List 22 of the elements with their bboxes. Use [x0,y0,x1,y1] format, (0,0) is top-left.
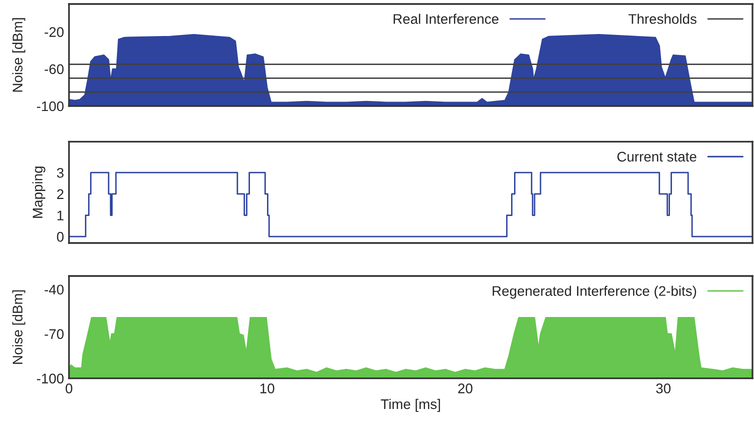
x-axis-title: Time [ms] [380,398,440,412]
y-tick-label: 3 [56,168,64,178]
legend-label: Real Interference [394,14,498,24]
y-axis-title: Noise [dBm] [12,18,26,92]
legend-label: Thresholds [628,14,696,24]
x-tick-label: 0 [66,384,72,394]
y-axis-title: Mapping [32,166,46,218]
y-tick-label: -60 [44,64,64,74]
legend-label: Regenerated Interference (2-bits) [492,286,696,299]
x-tick-label: 10 [260,384,274,394]
y-tick-label: -100 [36,374,64,384]
y-axis-title: Noise [dBm] [12,290,26,364]
legend-label: Current state [617,152,696,162]
y-tick-label: -20 [44,27,64,37]
y-tick-label: -40 [44,284,64,295]
y-tick-label: 0 [56,232,64,242]
x-tick-label: 20 [458,384,472,394]
y-tick-label: -100 [36,101,64,112]
y-tick-label: -70 [44,329,64,339]
y-tick-label: 1 [57,210,64,220]
y-tick-label: 2 [57,189,64,199]
x-tick-label: 30 [656,384,671,394]
